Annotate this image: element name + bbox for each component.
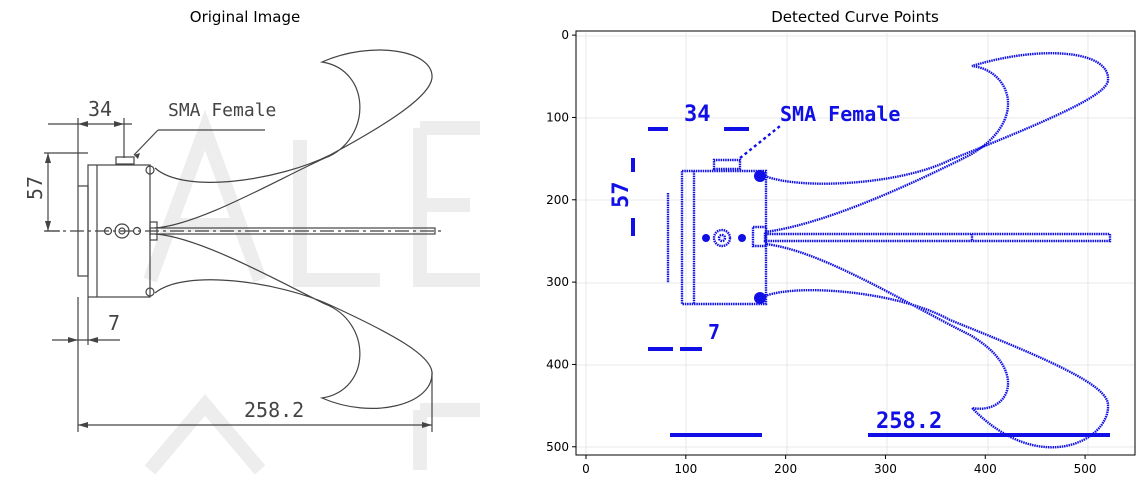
- x-tick-label: 500: [1074, 462, 1097, 476]
- axis-ticks: 0 100 200 300 400 500 0 100 200 300 400 500: [546, 28, 1096, 476]
- points-label-34: 34: [684, 102, 711, 127]
- dim-label-258: 258.2: [244, 398, 304, 422]
- watermark: [143, 109, 480, 475]
- y-tick-label: 0: [561, 28, 569, 42]
- axes-frame: [575, 30, 1136, 456]
- detected-points: [666, 52, 1112, 449]
- y-tick-label: 300: [546, 275, 569, 289]
- horn-lower-lobe: [154, 233, 433, 409]
- points-lower-lobe: [764, 242, 1110, 449]
- original-drawing: 34 SMA Female 57 7 258.2: [23, 49, 480, 475]
- x-tick-label: 200: [774, 462, 797, 476]
- points-label-sma-female: SMA Female: [780, 102, 900, 126]
- grid: [576, 33, 1135, 455]
- x-tick-label: 400: [974, 462, 997, 476]
- y-tick-label: 500: [546, 440, 569, 454]
- points-label-57: 57: [609, 182, 634, 209]
- x-tick-label: 0: [582, 462, 590, 476]
- dim-label-34: 34: [88, 97, 112, 121]
- sma-connector: [115, 156, 135, 165]
- points-center-rod: [763, 232, 1112, 243]
- y-tick-label: 400: [546, 357, 569, 371]
- y-tick-label: 100: [546, 110, 569, 124]
- x-tick-label: 300: [874, 462, 897, 476]
- dim-label-7: 7: [108, 311, 120, 335]
- sma-female-label: SMA Female: [168, 100, 276, 121]
- points-label-7: 7: [708, 320, 720, 344]
- plot-area: 34 SMA Female 57 7 258.2 0 100 200 300 400 50…: [546, 28, 1136, 476]
- right-panel-title: Detected Curve Points: [771, 8, 939, 26]
- y-tick-label: 200: [546, 193, 569, 207]
- horn-upper-lobe: [154, 49, 433, 229]
- points-upper-lobe: [764, 52, 1110, 234]
- x-tick-label: 100: [674, 462, 697, 476]
- points-connector: [712, 228, 732, 248]
- left-panel-title: Original Image: [189, 8, 301, 26]
- points-label-258: 258.2: [876, 409, 942, 434]
- dim-label-57: 57: [23, 176, 47, 200]
- points-sma: [712, 158, 742, 171]
